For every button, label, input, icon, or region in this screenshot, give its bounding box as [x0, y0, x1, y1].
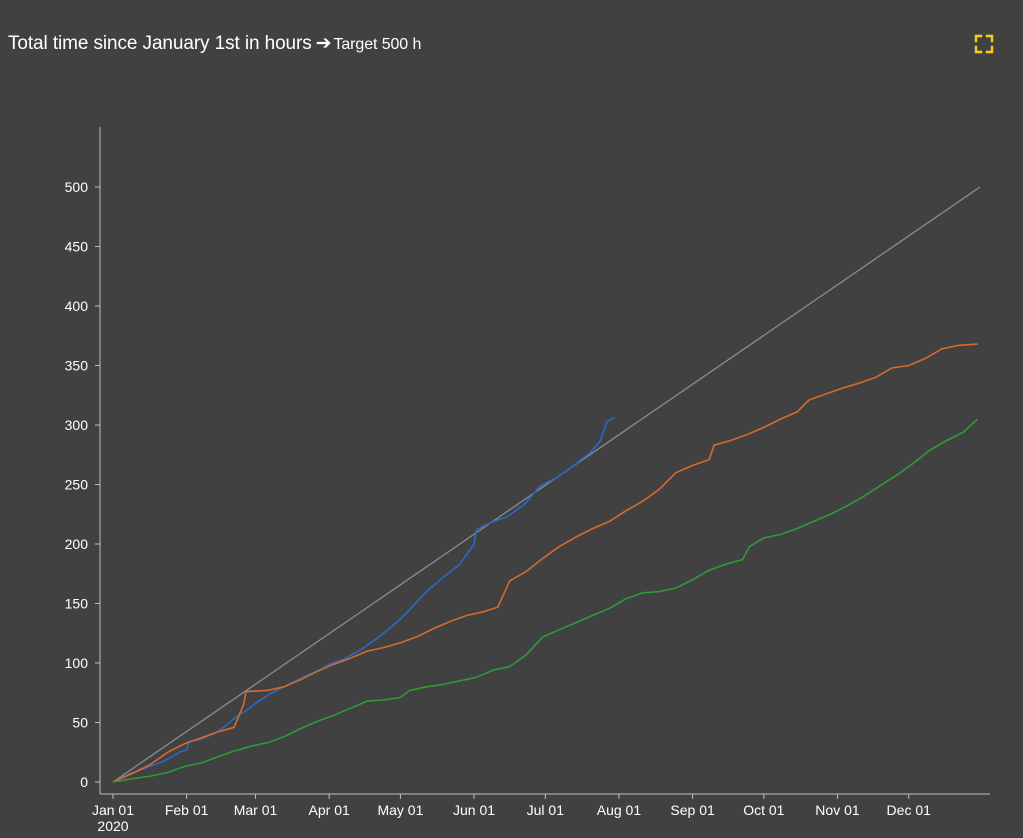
series-line-1	[112, 417, 615, 783]
x-tick-label: Oct 01	[743, 802, 784, 818]
y-tick-label: 0	[80, 774, 88, 790]
title-time: time	[52, 33, 89, 54]
title-rest: since January 1st in hours	[93, 33, 312, 54]
title-total: Total	[8, 33, 48, 54]
chart-title: Total time since January 1st in hours ➔ Ta…	[8, 32, 421, 55]
y-tick-label: 450	[65, 239, 89, 255]
x-tick-label: Jun 01	[453, 802, 495, 818]
fullscreen-button[interactable]	[973, 33, 995, 55]
y-tick-label: 300	[65, 417, 89, 433]
arrow-icon: ➔	[315, 33, 332, 54]
x-tick-label: Sep 01	[670, 802, 715, 818]
x-tick-label: Mar 01	[234, 802, 278, 818]
y-tick-label: 100	[65, 655, 89, 671]
x-tick-label: Feb 01	[165, 802, 209, 818]
x-tick-label: Nov 01	[815, 802, 860, 818]
y-tick-label: 350	[65, 358, 89, 374]
x-tick-label: Apr 01	[309, 802, 350, 818]
series-line-0	[112, 186, 981, 783]
x-tick-label: Aug 01	[597, 802, 642, 818]
x-tick-label: Dec 01	[887, 802, 932, 818]
x-tick-label: Jan 01	[92, 802, 134, 818]
x-tick-sublabel: 2020	[97, 818, 128, 834]
y-tick-label: 150	[65, 596, 89, 612]
y-tick-label: 250	[65, 477, 89, 493]
x-tick-label: Jul 01	[527, 802, 565, 818]
series-line-2	[112, 343, 978, 783]
x-tick-label: May 01	[377, 802, 423, 818]
series-line-3	[112, 418, 979, 783]
y-tick-label: 50	[72, 715, 88, 731]
y-tick-label: 400	[65, 298, 89, 314]
target-label: Target 500 h	[333, 36, 422, 53]
y-tick-label: 500	[65, 179, 89, 195]
y-tick-label: 200	[65, 536, 89, 552]
fullscreen-expand-icon	[974, 34, 994, 54]
